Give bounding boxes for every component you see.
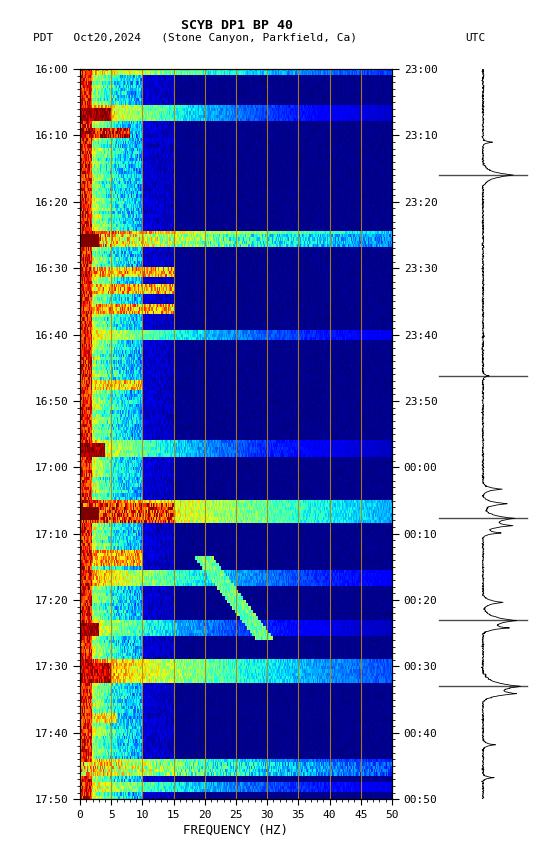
Text: PDT   Oct20,2024   (Stone Canyon, Parkfield, Ca): PDT Oct20,2024 (Stone Canyon, Parkfield,…	[33, 33, 357, 43]
Text: UTC: UTC	[465, 33, 486, 43]
X-axis label: FREQUENCY (HZ): FREQUENCY (HZ)	[183, 823, 289, 836]
Text: SCYB DP1 BP 40: SCYB DP1 BP 40	[182, 19, 293, 32]
